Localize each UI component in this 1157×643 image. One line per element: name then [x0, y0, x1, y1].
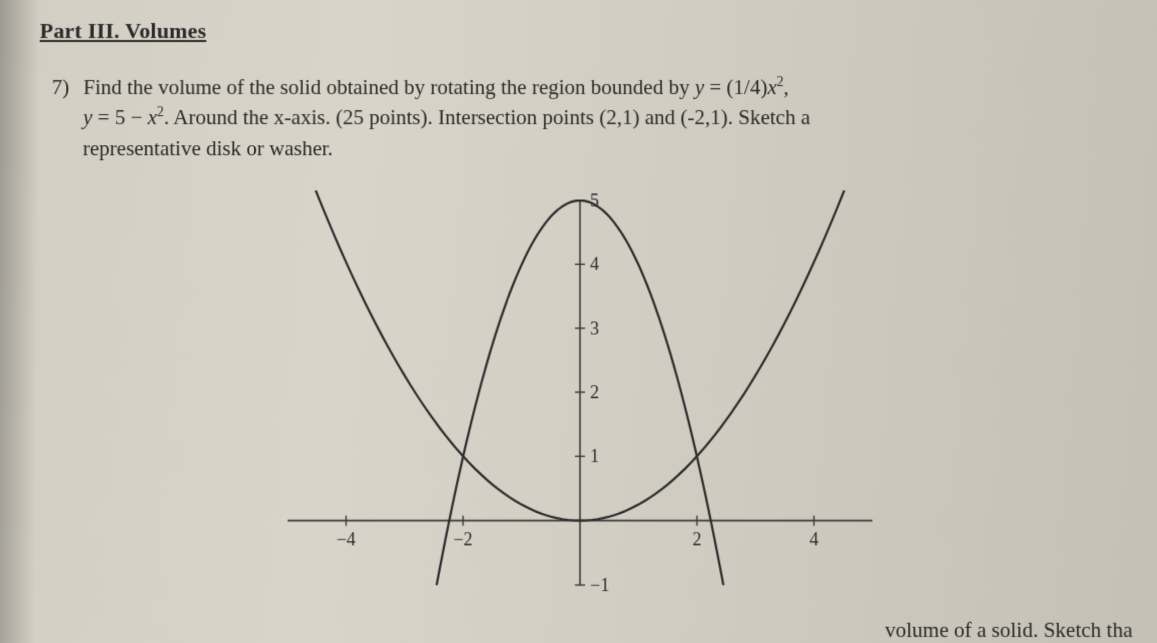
x-tick-label: −4: [336, 529, 355, 549]
page-fragment: volume of a solid. Sketch tha: [885, 618, 1133, 643]
x-tick-label: 4: [809, 529, 818, 549]
graph-svg: −4−224−112345: [257, 190, 903, 625]
y-tick-label: 4: [590, 254, 599, 274]
equation-2: y = 5 − x2.: [83, 106, 173, 130]
y-tick-label: 2: [590, 382, 599, 402]
problem-text-2: Around the x-axis. (25 points). Intersec…: [173, 106, 810, 130]
problem-number: 7): [39, 72, 70, 164]
graph: −4−224−112345: [257, 190, 903, 625]
x-tick-label: 2: [692, 529, 701, 549]
section-title: Part III. Volumes: [40, 18, 1118, 44]
equation-1: y = (1/4)x2,: [695, 75, 789, 99]
problem-text-1: Find the volume of the solid obtained by…: [83, 75, 695, 99]
x-tick-label: −2: [453, 529, 472, 549]
problem-body: Find the volume of the solid obtained by…: [83, 72, 1102, 164]
y-tick-label: 3: [590, 318, 599, 338]
scan-shadow: [0, 0, 40, 643]
problem-text-3: representative disk or washer.: [83, 136, 333, 160]
y-tick-label: 1: [590, 446, 599, 466]
worksheet-page: Part III. Volumes 7) Find the volume of …: [0, 0, 1157, 643]
y-tick-label: −1: [590, 575, 609, 595]
problem-block: 7) Find the volume of the solid obtained…: [39, 72, 1102, 164]
